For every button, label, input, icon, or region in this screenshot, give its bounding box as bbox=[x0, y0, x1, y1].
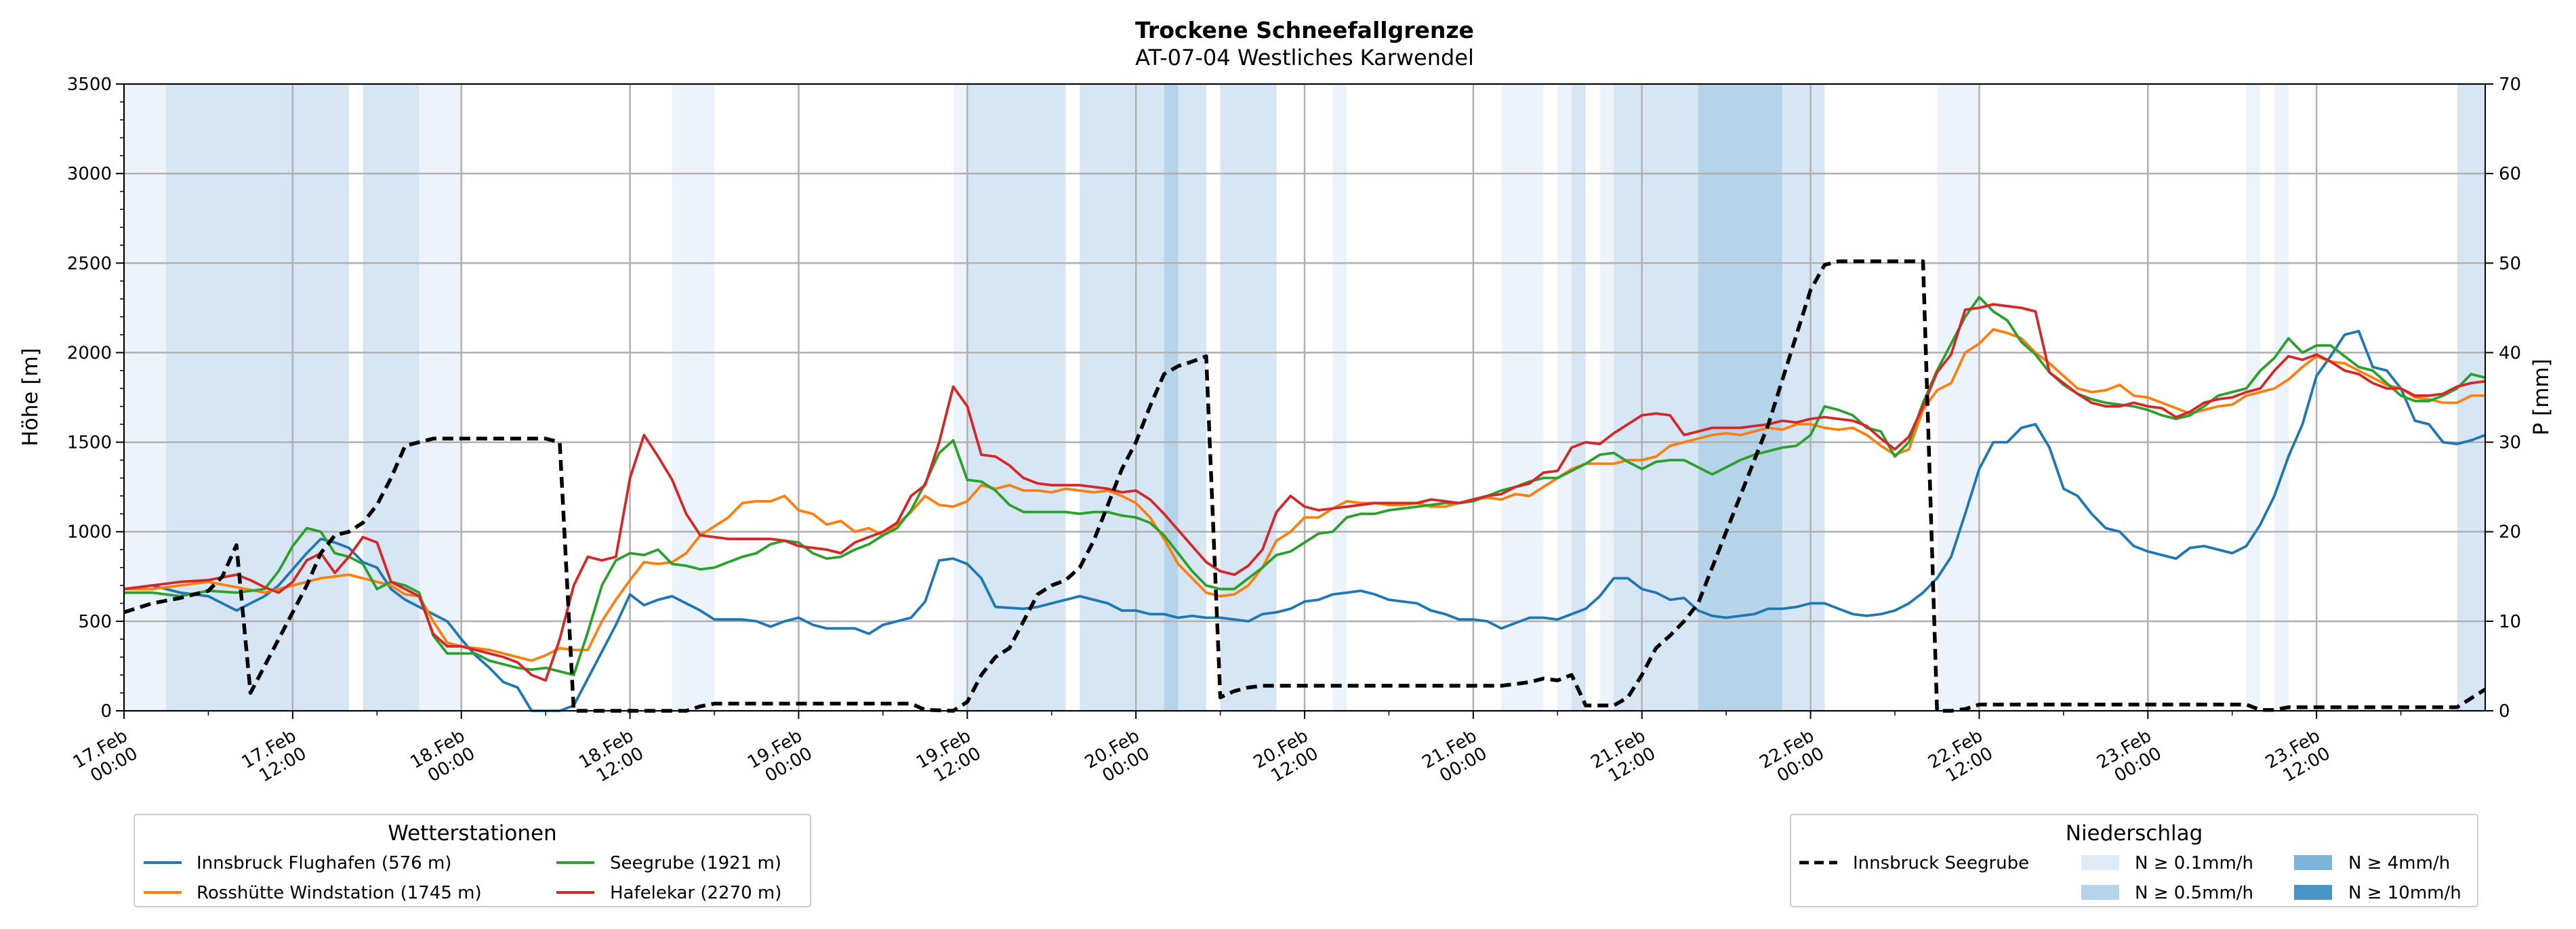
legend-item-hafelekar: Hafelekar (2270 m) bbox=[610, 883, 781, 903]
precip-band-14 bbox=[1572, 84, 1586, 711]
legend-item-precip-10: N ≥ 10mm/h bbox=[2348, 883, 2461, 903]
y2-tick-label-40: 40 bbox=[2499, 343, 2521, 363]
series-line-3 bbox=[123, 303, 2486, 682]
precip-band-21 bbox=[2274, 84, 2289, 711]
legend-item-precip-01: N ≥ 0.1mm/h bbox=[2135, 853, 2253, 873]
precip-band-1 bbox=[166, 84, 349, 711]
y-tick-label-1000: 1000 bbox=[67, 522, 112, 543]
legend-swatch-precip-05 bbox=[2081, 885, 2119, 900]
precip-band-12 bbox=[1501, 84, 1544, 711]
precip-band-18 bbox=[1782, 84, 1825, 711]
y2-tick-label-70: 70 bbox=[2499, 75, 2521, 95]
y-tick-label-0: 0 bbox=[100, 701, 112, 722]
legend-stations-title: Wetterstationen bbox=[388, 821, 556, 846]
precip-band-0 bbox=[124, 84, 167, 711]
precip-band-7 bbox=[1080, 84, 1164, 711]
precip-band-6 bbox=[967, 84, 1066, 711]
y2-tick-label-60: 60 bbox=[2499, 164, 2521, 184]
precip-band-2 bbox=[363, 84, 420, 711]
chart-title: Trockene Schneefallgrenze bbox=[1135, 17, 1474, 43]
precip-band-19 bbox=[1937, 84, 1980, 711]
y-tick-label-3000: 3000 bbox=[67, 164, 112, 184]
chart-subtitle: AT-07-04 Westliches Karwendel bbox=[1135, 45, 1474, 70]
legend-item-rosshuette: Rosshütte Windstation (1745 m) bbox=[197, 883, 482, 903]
legend-swatch-precip-4 bbox=[2294, 855, 2332, 870]
y2-tick-label-10: 10 bbox=[2499, 612, 2521, 632]
precip-band-17 bbox=[1698, 84, 1783, 711]
legend-precip-title: Niederschlag bbox=[2066, 821, 2203, 846]
y-tick-label-1500: 1500 bbox=[67, 433, 112, 453]
y-tick-label-3500: 3500 bbox=[67, 75, 112, 95]
y2-tick-label-30: 30 bbox=[2499, 433, 2521, 453]
legend-swatch-precip-10 bbox=[2294, 885, 2332, 900]
y-axis-label: Höhe [m] bbox=[18, 348, 43, 446]
precip-band-9 bbox=[1178, 84, 1206, 711]
legend-item-precip-4: N ≥ 4mm/h bbox=[2348, 853, 2450, 873]
precip-band-10 bbox=[1220, 84, 1277, 711]
series-line-4 bbox=[123, 259, 2487, 713]
y-tick-label-2500: 2500 bbox=[67, 253, 112, 274]
legend-stations-frame bbox=[134, 814, 811, 907]
y2-tick-label-20: 20 bbox=[2499, 522, 2521, 543]
y2-tick-label-0: 0 bbox=[2499, 701, 2510, 722]
legend-item-seegrube: Seegrube (1921 m) bbox=[610, 853, 781, 873]
legend-swatch-precip-01 bbox=[2081, 855, 2119, 870]
precip-band-20 bbox=[2246, 84, 2261, 711]
precip-band-8 bbox=[1164, 84, 1179, 711]
legend-stations: Wetterstationen Innsbruck Flughafen (576… bbox=[134, 814, 811, 907]
y-tick-label-500: 500 bbox=[78, 612, 112, 632]
y2-tick-label-50: 50 bbox=[2499, 253, 2521, 274]
y2-axis-label: P [mm] bbox=[2529, 358, 2554, 435]
series-line-2 bbox=[124, 295, 2486, 676]
legend-precipitation: Niederschlag Innsbruck Seegrube N ≥ 0.1m… bbox=[1790, 814, 2478, 907]
legend-item-innsbruck-seegrube: Innsbruck Seegrube bbox=[1853, 853, 2029, 873]
y-tick-label-2000: 2000 bbox=[67, 343, 112, 363]
legend-item-innsbruck-flughafen: Innsbruck Flughafen (576 m) bbox=[197, 853, 451, 873]
precip-band-16 bbox=[1614, 84, 1698, 711]
precip-band-13 bbox=[1557, 84, 1572, 711]
legend-item-precip-05: N ≥ 0.5mm/h bbox=[2135, 883, 2253, 903]
precip-band-22 bbox=[2457, 84, 2485, 711]
legend-precip-frame bbox=[1790, 814, 2478, 907]
precip-band-15 bbox=[1599, 84, 1614, 711]
precip-band-11 bbox=[1332, 84, 1347, 711]
precipitation-bands bbox=[124, 84, 2485, 711]
